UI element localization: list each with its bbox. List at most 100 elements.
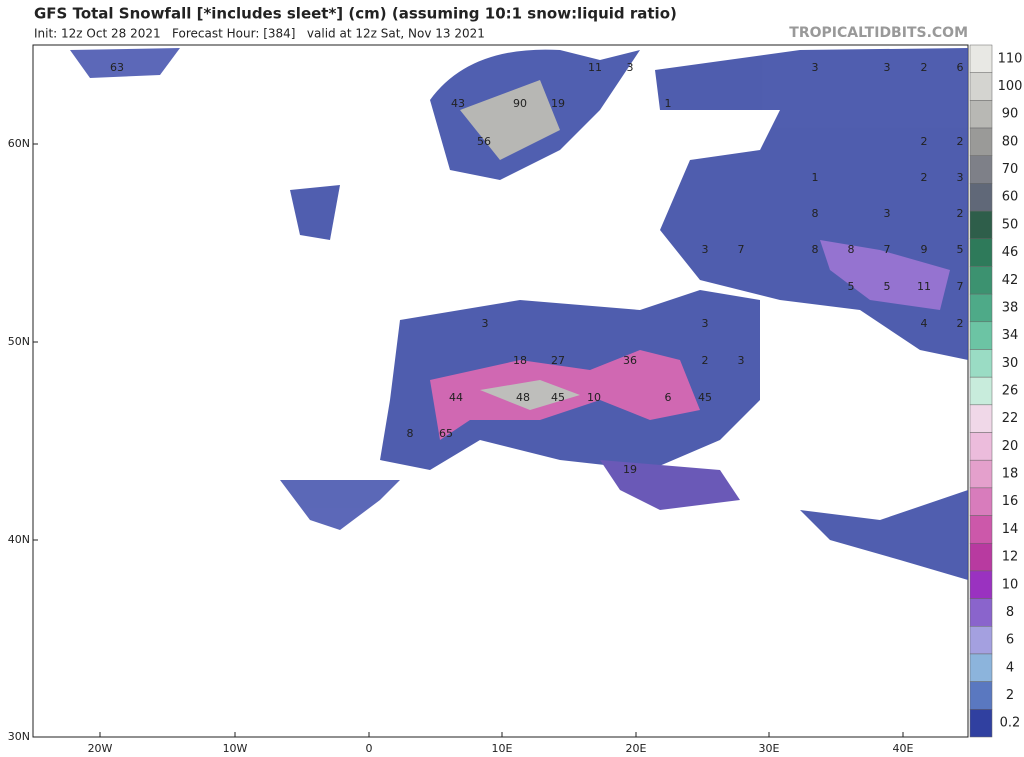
- colorbar-swatch: [969, 626, 993, 655]
- colorbar-label: 0.2: [1000, 716, 1021, 731]
- point-value: 7: [957, 280, 964, 293]
- point-value: 4: [921, 317, 928, 330]
- point-value: 3: [812, 61, 819, 74]
- colorbar-swatch: [969, 321, 993, 350]
- lon-label: 30E: [759, 742, 780, 755]
- colorbar-swatch: [969, 542, 993, 572]
- colorbar-label: 38: [1002, 300, 1019, 315]
- colorbar-swatch: [969, 44, 993, 73]
- point-value: 56: [477, 135, 491, 148]
- lon-label: 20W: [88, 742, 113, 755]
- colorbar-label: 80: [1002, 134, 1019, 149]
- lon-label: 40E: [893, 742, 914, 755]
- point-value: 1: [812, 171, 819, 184]
- point-value: 90: [513, 97, 527, 110]
- point-value: 3: [884, 61, 891, 74]
- colorbar-swatch: [969, 127, 993, 156]
- point-value: 43: [451, 97, 465, 110]
- lat-label: 30N: [8, 730, 30, 743]
- point-value: 65: [439, 427, 453, 440]
- colorbar-label: 100: [998, 79, 1023, 94]
- point-value: 19: [623, 463, 637, 476]
- snow-areas: [70, 48, 968, 580]
- colorbar-label: 30: [1002, 356, 1019, 371]
- point-value: 3: [482, 317, 489, 330]
- colorbar-label: 2: [1006, 688, 1014, 703]
- point-value: 3: [884, 207, 891, 220]
- colorbar-label: 14: [1002, 522, 1019, 537]
- colorbar-swatch: [969, 432, 993, 461]
- point-value: 3: [738, 354, 745, 367]
- point-value: 45: [551, 391, 565, 404]
- watermark: TROPICALTIDBITS.COM: [789, 25, 968, 41]
- colorbar-label: 4: [1006, 660, 1014, 675]
- colorbar-label: 22: [1002, 411, 1019, 426]
- colorbar-label: 70: [1002, 162, 1019, 177]
- lat-label: 60N: [8, 137, 30, 150]
- lon-label: 10W: [223, 742, 248, 755]
- colorbar-swatch: [969, 349, 993, 378]
- colorbar-label: 26: [1002, 384, 1019, 399]
- point-value: 6: [665, 391, 672, 404]
- colorbar-swatch: [969, 238, 993, 267]
- point-value: 3: [627, 61, 634, 74]
- colorbar-label: 90: [1002, 107, 1019, 122]
- point-value: 2: [957, 135, 964, 148]
- lon-label: 10E: [492, 742, 513, 755]
- point-value: 2: [921, 61, 928, 74]
- point-value: 36: [623, 354, 637, 367]
- lon-label: 0: [366, 742, 373, 755]
- colorbar-label: 60: [1002, 190, 1019, 205]
- lat-label: 50N: [8, 335, 30, 348]
- colorbar-label: 8: [1006, 605, 1014, 620]
- colorbar-label: 10: [1002, 577, 1019, 592]
- colorbar-swatch: [969, 72, 993, 101]
- lon-label: 20E: [626, 742, 647, 755]
- colorbar-label: 34: [1002, 328, 1019, 343]
- colorbar-swatch: [969, 709, 993, 738]
- point-value: 1: [665, 97, 672, 110]
- subtitle: Init: 12z Oct 28 2021 Forecast Hour: [38…: [34, 27, 485, 41]
- point-value: 2: [957, 207, 964, 220]
- point-value: 63: [110, 61, 124, 74]
- point-value: 18: [513, 354, 527, 367]
- point-value: 48: [516, 391, 530, 404]
- colorbar-label: 20: [1002, 439, 1019, 454]
- point-value: 2: [702, 354, 709, 367]
- point-value: 6: [957, 61, 964, 74]
- colorbar-swatch: [969, 459, 993, 489]
- point-value: 27: [551, 354, 565, 367]
- colorbar-swatch: [969, 293, 993, 323]
- colorbar-swatch: [969, 598, 993, 627]
- colorbar-swatch: [969, 570, 993, 599]
- point-value: 2: [957, 317, 964, 330]
- colorbar-swatch: [969, 681, 993, 710]
- point-value: 11: [588, 61, 602, 74]
- point-value: 8: [407, 427, 414, 440]
- colorbar-label: 12: [1002, 550, 1019, 565]
- colorbar-label: 110: [998, 51, 1023, 66]
- point-value: 3: [702, 243, 709, 256]
- point-value: 5: [848, 280, 855, 293]
- point-value: 2: [921, 171, 928, 184]
- colorbar-swatch: [969, 210, 993, 240]
- colorbar-swatch: [969, 155, 993, 184]
- colorbar-swatch: [969, 376, 993, 406]
- colorbar-swatch: [969, 515, 993, 544]
- colorbar-label: 18: [1002, 467, 1019, 482]
- point-value: 8: [848, 243, 855, 256]
- lat-label: 40N: [8, 533, 30, 546]
- point-value: 9: [921, 243, 928, 256]
- title: GFS Total Snowfall [*includes sleet*] (c…: [34, 5, 677, 23]
- colorbar-swatch: [969, 487, 993, 516]
- point-value: 11: [917, 280, 931, 293]
- colorbar-swatch: [969, 266, 993, 295]
- point-value: 10: [587, 391, 601, 404]
- point-value: 45: [698, 391, 712, 404]
- colorbar-swatch: [969, 100, 993, 129]
- colorbar-swatch: [969, 404, 993, 433]
- point-value: 7: [884, 243, 891, 256]
- colorbar-label: 50: [1002, 217, 1019, 232]
- point-value: 3: [702, 317, 709, 330]
